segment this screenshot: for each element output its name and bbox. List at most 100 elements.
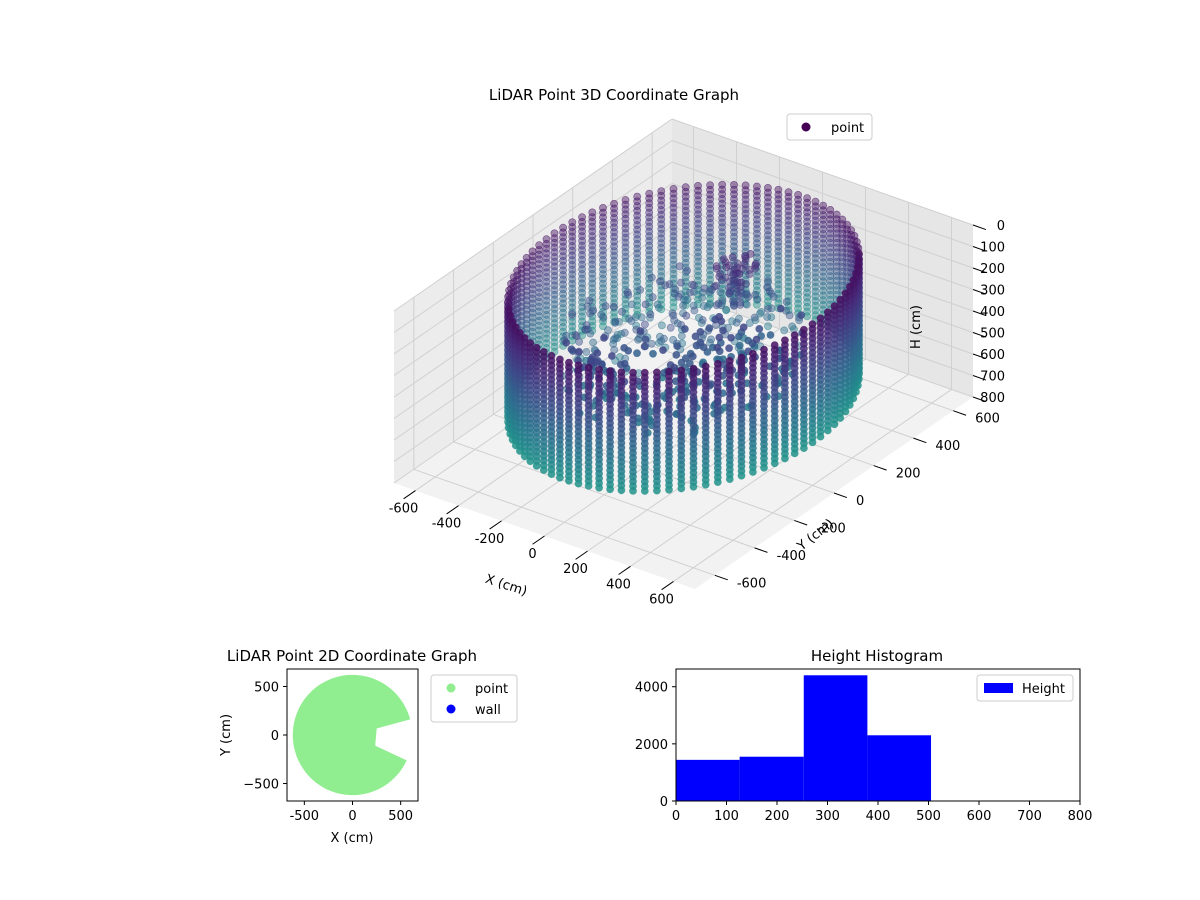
scatter-3d-point — [803, 236, 811, 245]
scatter-3d-point — [706, 219, 714, 227]
scatter-3d-point — [578, 270, 586, 278]
scatter-3d-point — [811, 235, 820, 244]
scatter-3d-point — [641, 320, 649, 329]
scatter-3d-point — [578, 213, 586, 222]
scatter-3d-point — [694, 205, 702, 214]
scatter-3d-point — [620, 359, 629, 368]
histogram-bar — [867, 735, 932, 801]
scatter-3d-point — [657, 234, 666, 243]
scatter-3d-point — [717, 317, 726, 325]
scatter-3d-point — [803, 194, 811, 202]
scatter-3d-point — [656, 332, 664, 341]
tick-3d-y — [714, 574, 728, 581]
tick-label-3d-z: 0 — [997, 219, 1005, 234]
histogram-legend-label: Height — [1022, 682, 1065, 697]
scatter-3d-point — [621, 276, 630, 285]
scatter-3d-point — [694, 234, 702, 242]
scatter-3d-point — [764, 322, 772, 331]
scatter-3d-point — [753, 234, 761, 243]
tick-label-2d-y: 500 — [254, 680, 279, 695]
scatter-3d-point — [826, 220, 835, 228]
scatter-3d-point — [718, 180, 727, 189]
scatter-3d-point — [610, 199, 618, 208]
scatter-3d-point — [599, 246, 607, 255]
scatter-3d-point — [645, 218, 654, 226]
scatter-3d-point — [568, 232, 577, 241]
scatter-3d-point — [753, 295, 762, 304]
tick-3d-x — [532, 535, 545, 545]
scatter-3d-point — [645, 274, 654, 283]
scatter-3d-point — [568, 260, 577, 269]
scatter-3d-point — [794, 276, 802, 284]
scatter-3d-point — [826, 224, 835, 233]
scatter-3d-point — [736, 298, 745, 307]
scatter-3d-point — [686, 288, 694, 297]
scatter-3d-point — [608, 352, 616, 360]
scatter-3d-point — [645, 227, 654, 236]
scatter-3d-point — [730, 297, 738, 306]
scatter-3d-point — [832, 224, 841, 233]
scatter-3d-point — [568, 265, 577, 274]
tick-label-hist-x: 800 — [1068, 809, 1093, 824]
scatter-3d-point — [764, 259, 772, 268]
scatter-3d-point — [669, 227, 678, 236]
histogram-bar — [803, 675, 868, 801]
scatter-3d-point — [794, 233, 802, 242]
scatter-3d-point — [649, 349, 657, 358]
scatter-3d-point — [550, 333, 559, 342]
tick-label-3d-x: 600 — [649, 592, 674, 607]
grid-left-z — [393, 204, 673, 398]
scatter-3d-point — [705, 324, 714, 332]
scatter-3d-point — [784, 259, 793, 267]
scatter-3d-point — [706, 252, 714, 260]
scatter-3d-point — [688, 280, 697, 289]
tick-label-3d-z: 600 — [980, 348, 1005, 363]
tick-label-3d-z: 800 — [980, 391, 1005, 406]
scatter-3d-point — [765, 287, 774, 296]
scatter-3d-point — [730, 214, 738, 222]
scatter-3d-point — [731, 269, 740, 278]
tick-label-3d-y: 400 — [935, 439, 960, 454]
scatter-3d-point — [726, 287, 735, 296]
scatter-3d-point — [599, 293, 607, 302]
scatter-3d-point — [780, 326, 789, 335]
scatter-3d-point — [539, 466, 548, 474]
scatter-3d-point — [677, 484, 686, 493]
scatter-3d-point — [753, 277, 761, 285]
scatter-3d-point — [588, 241, 597, 250]
scatter-3d-point — [718, 195, 727, 203]
chart-2d-ylabel: Y (cm) — [219, 714, 234, 757]
scatter-3d-point — [681, 192, 690, 201]
scatter-3d-point — [730, 218, 738, 227]
scatter-3d-point — [559, 299, 567, 308]
histogram-bar — [739, 756, 804, 801]
scatter-3d-point — [559, 266, 567, 275]
scatter-3d-point — [774, 223, 783, 232]
scatter-3d-point — [753, 229, 761, 238]
scatter-3d-point — [645, 246, 654, 255]
scatter-3d-point — [803, 203, 811, 212]
scatter-3d-point — [633, 230, 642, 239]
scatter-3d-point — [621, 224, 630, 233]
scatter-3d-point — [753, 201, 761, 210]
scatter-3d-point — [725, 277, 734, 286]
scatter-3d-point — [706, 237, 714, 246]
tick-3d-x — [403, 490, 416, 500]
scatter-3d-point — [568, 310, 576, 319]
scatter-3d-point — [647, 339, 656, 348]
scatter-3d-point — [550, 281, 559, 290]
scatter-3d-point — [550, 271, 559, 280]
scatter-3d-point — [729, 270, 737, 279]
scatter-3d-point — [550, 319, 559, 328]
scatter-3d-point — [609, 339, 618, 348]
scatter-3d-point — [657, 286, 666, 295]
tick-3d-y — [833, 492, 848, 499]
scatter-3d-point — [633, 239, 642, 248]
scatter-3d-point — [741, 238, 750, 247]
chart-3d-legend-marker — [801, 122, 811, 132]
scatter-3d-point — [627, 317, 636, 325]
tick-label-3d-x: -200 — [475, 532, 505, 547]
scatter-3d-point — [665, 280, 674, 289]
scatter-3d-point — [559, 289, 567, 298]
tick-label-3d-z: 400 — [980, 305, 1005, 320]
